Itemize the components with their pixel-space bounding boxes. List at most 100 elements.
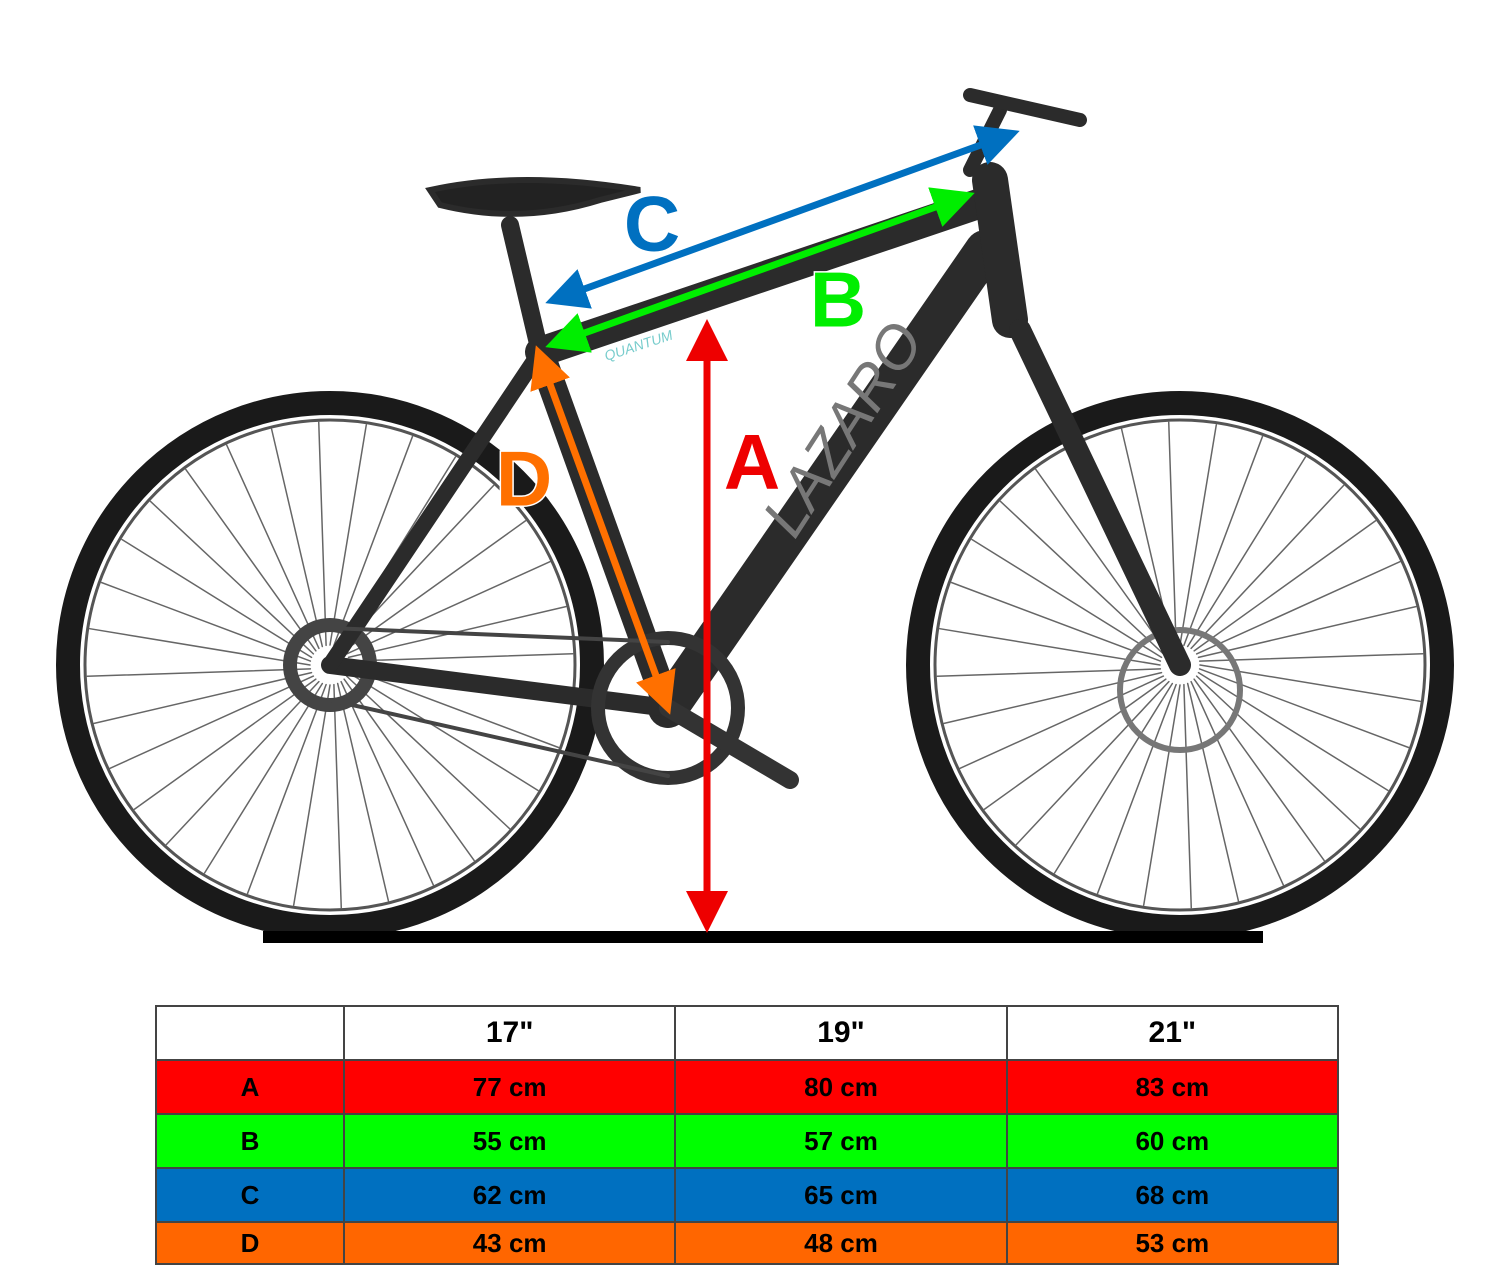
table-row: A 77 cm 80 cm 83 cm [155, 1059, 1340, 1115]
spoke [1186, 682, 1240, 902]
spoke [109, 675, 315, 770]
table-row: C 62 cm 65 cm 68 cm [155, 1167, 1340, 1223]
spoke [121, 538, 313, 659]
spoke [1193, 678, 1325, 862]
spoke [340, 680, 435, 886]
row-label: A [155, 1059, 345, 1115]
table-cell: 65 cm [674, 1167, 1008, 1223]
spoke [333, 435, 414, 647]
table-cell: 62 cm [342, 1167, 677, 1223]
table-cell: 57 cm [674, 1113, 1008, 1169]
spoke [1142, 684, 1181, 907]
spoke [336, 682, 390, 902]
size-table: 17" 19" 21" A 77 cm 80 cm 83 cm B 55 cm 57 cm 60 c… [155, 1005, 1340, 1265]
spoke [1197, 605, 1417, 659]
table-cell: 80 cm [674, 1059, 1008, 1115]
table-row: D 43 cm 48 cm 53 cm [155, 1221, 1340, 1265]
spoke [1015, 680, 1170, 846]
spoke [1198, 652, 1424, 662]
spoke [185, 468, 317, 652]
frame [321, 88, 1191, 728]
chain-bottom [328, 698, 670, 778]
spoke [1199, 664, 1422, 703]
spoke [1183, 683, 1193, 909]
spoke [1183, 435, 1264, 647]
spoke [1096, 683, 1177, 895]
spoke [1035, 468, 1167, 652]
arrow-label: C [624, 180, 680, 268]
table-cell: 53 cm [1005, 1221, 1340, 1265]
header-cell: 21" [1005, 1005, 1340, 1061]
spoke [1195, 675, 1361, 830]
table-row: B 55 cm 57 cm 60 cm [155, 1113, 1340, 1169]
arrow-d [530, 345, 676, 715]
table-cell: 77 cm [342, 1059, 677, 1115]
arrow-label: B [810, 256, 866, 344]
table-cell: 68 cm [1005, 1167, 1340, 1223]
row-label: D [155, 1221, 345, 1265]
ground-line [263, 931, 1263, 943]
spoke [983, 678, 1167, 810]
spoke [1186, 456, 1307, 648]
spokes [86, 421, 1424, 909]
spoke [329, 423, 368, 646]
table-body: 17" 19" 21" A 77 cm 80 cm 83 cm B 55 cm 57 cm 60 c… [155, 1005, 1340, 1265]
spoke [1179, 423, 1218, 646]
arrow-b [545, 187, 975, 353]
table-cell: 48 cm [674, 1221, 1008, 1265]
table-cell: 83 cm [1005, 1059, 1340, 1115]
spoke [333, 683, 343, 909]
spoke [88, 627, 311, 666]
spoke [943, 671, 1163, 725]
bike-diagram: LAZARO QUANTUM C B A D [56, 88, 1454, 943]
bike: LAZARO QUANTUM [56, 88, 1454, 939]
spoke [1195, 560, 1401, 655]
spoke [347, 671, 539, 792]
spoke [1193, 520, 1377, 652]
front-rim [933, 418, 1427, 912]
spoke [938, 627, 1161, 666]
spoke [348, 668, 560, 749]
arrow-label: A [724, 418, 780, 506]
spoke [999, 500, 1165, 655]
spoke [1167, 421, 1177, 647]
header-cell: 17" [342, 1005, 677, 1061]
spoke [1190, 484, 1345, 650]
spoke [149, 500, 315, 655]
spoke [1190, 680, 1285, 886]
spoke [246, 683, 327, 895]
header-cell: 19" [674, 1005, 1008, 1061]
spoke [345, 675, 511, 830]
spoke [936, 668, 1162, 678]
table-cell: 55 cm [342, 1113, 677, 1169]
row-label: B [155, 1113, 345, 1169]
spoke [348, 652, 574, 662]
table-cell: 60 cm [1005, 1113, 1340, 1169]
header-cell [155, 1005, 345, 1061]
chain-top [328, 626, 670, 644]
spoke [1053, 682, 1174, 874]
front-tire [906, 391, 1454, 939]
spoke [100, 581, 312, 662]
spoke [86, 668, 312, 678]
spoke [1198, 668, 1410, 749]
spoke [317, 421, 327, 647]
spoke [950, 581, 1162, 662]
table-cell: 43 cm [342, 1221, 677, 1265]
spoke [133, 678, 317, 810]
spoke [971, 538, 1163, 659]
spoke [292, 684, 331, 907]
spoke [225, 444, 320, 650]
spoke [345, 560, 551, 655]
spoke [1197, 671, 1389, 792]
header-row: 17" 19" 21" [155, 1005, 1340, 1061]
spoke [93, 671, 313, 725]
spoke [270, 428, 324, 648]
spoke [203, 682, 324, 874]
spoke [959, 675, 1165, 770]
row-label: C [155, 1167, 345, 1223]
arrow-label: D [496, 435, 552, 523]
disc-brake [1117, 627, 1243, 753]
spoke [165, 680, 320, 846]
